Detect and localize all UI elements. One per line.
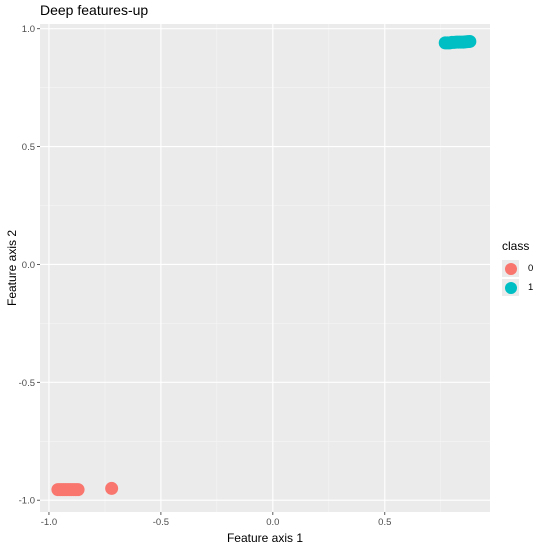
y-tick-label: -1.0 (19, 496, 35, 507)
legend-label-0: 0 (528, 263, 534, 274)
y-tick-label: -0.5 (19, 378, 35, 389)
gridlines (40, 24, 490, 512)
data-point-class-0 (105, 481, 119, 495)
legend-item-class-0: 0 (502, 259, 541, 278)
x-tick-label: 0.5 (378, 517, 391, 528)
legend-label-1: 1 (528, 282, 534, 293)
legend: class 0 1 (502, 239, 541, 297)
x-tick-label: -1.0 (41, 517, 57, 528)
data-point-class-0 (71, 483, 85, 497)
x-tick-label: 0.0 (266, 517, 279, 528)
plot-panel (40, 24, 490, 512)
chart-title: Deep features-up (40, 2, 149, 18)
legend-item-class-1: 1 (502, 278, 541, 297)
legend-title: class (502, 239, 530, 253)
legend-dot-0 (504, 262, 517, 275)
x-axis-title: Feature axis 1 (227, 531, 303, 545)
data-point-class-1 (463, 34, 477, 48)
legend-dot-1 (504, 281, 517, 294)
x-tick-label: -0.5 (153, 517, 169, 528)
y-tick-label: 1.0 (22, 24, 35, 35)
axes: -1.0 -0.5 0.0 0.5 -1.0 -0.5 0.0 0.5 1.0 (19, 24, 392, 528)
y-tick-label: 0.0 (22, 260, 35, 271)
data-points (51, 34, 477, 497)
legend-key-0 (502, 260, 519, 277)
y-tick-label: 0.5 (22, 142, 35, 153)
legend-key-1 (502, 279, 519, 296)
y-axis-title: Feature axis 2 (5, 230, 19, 306)
